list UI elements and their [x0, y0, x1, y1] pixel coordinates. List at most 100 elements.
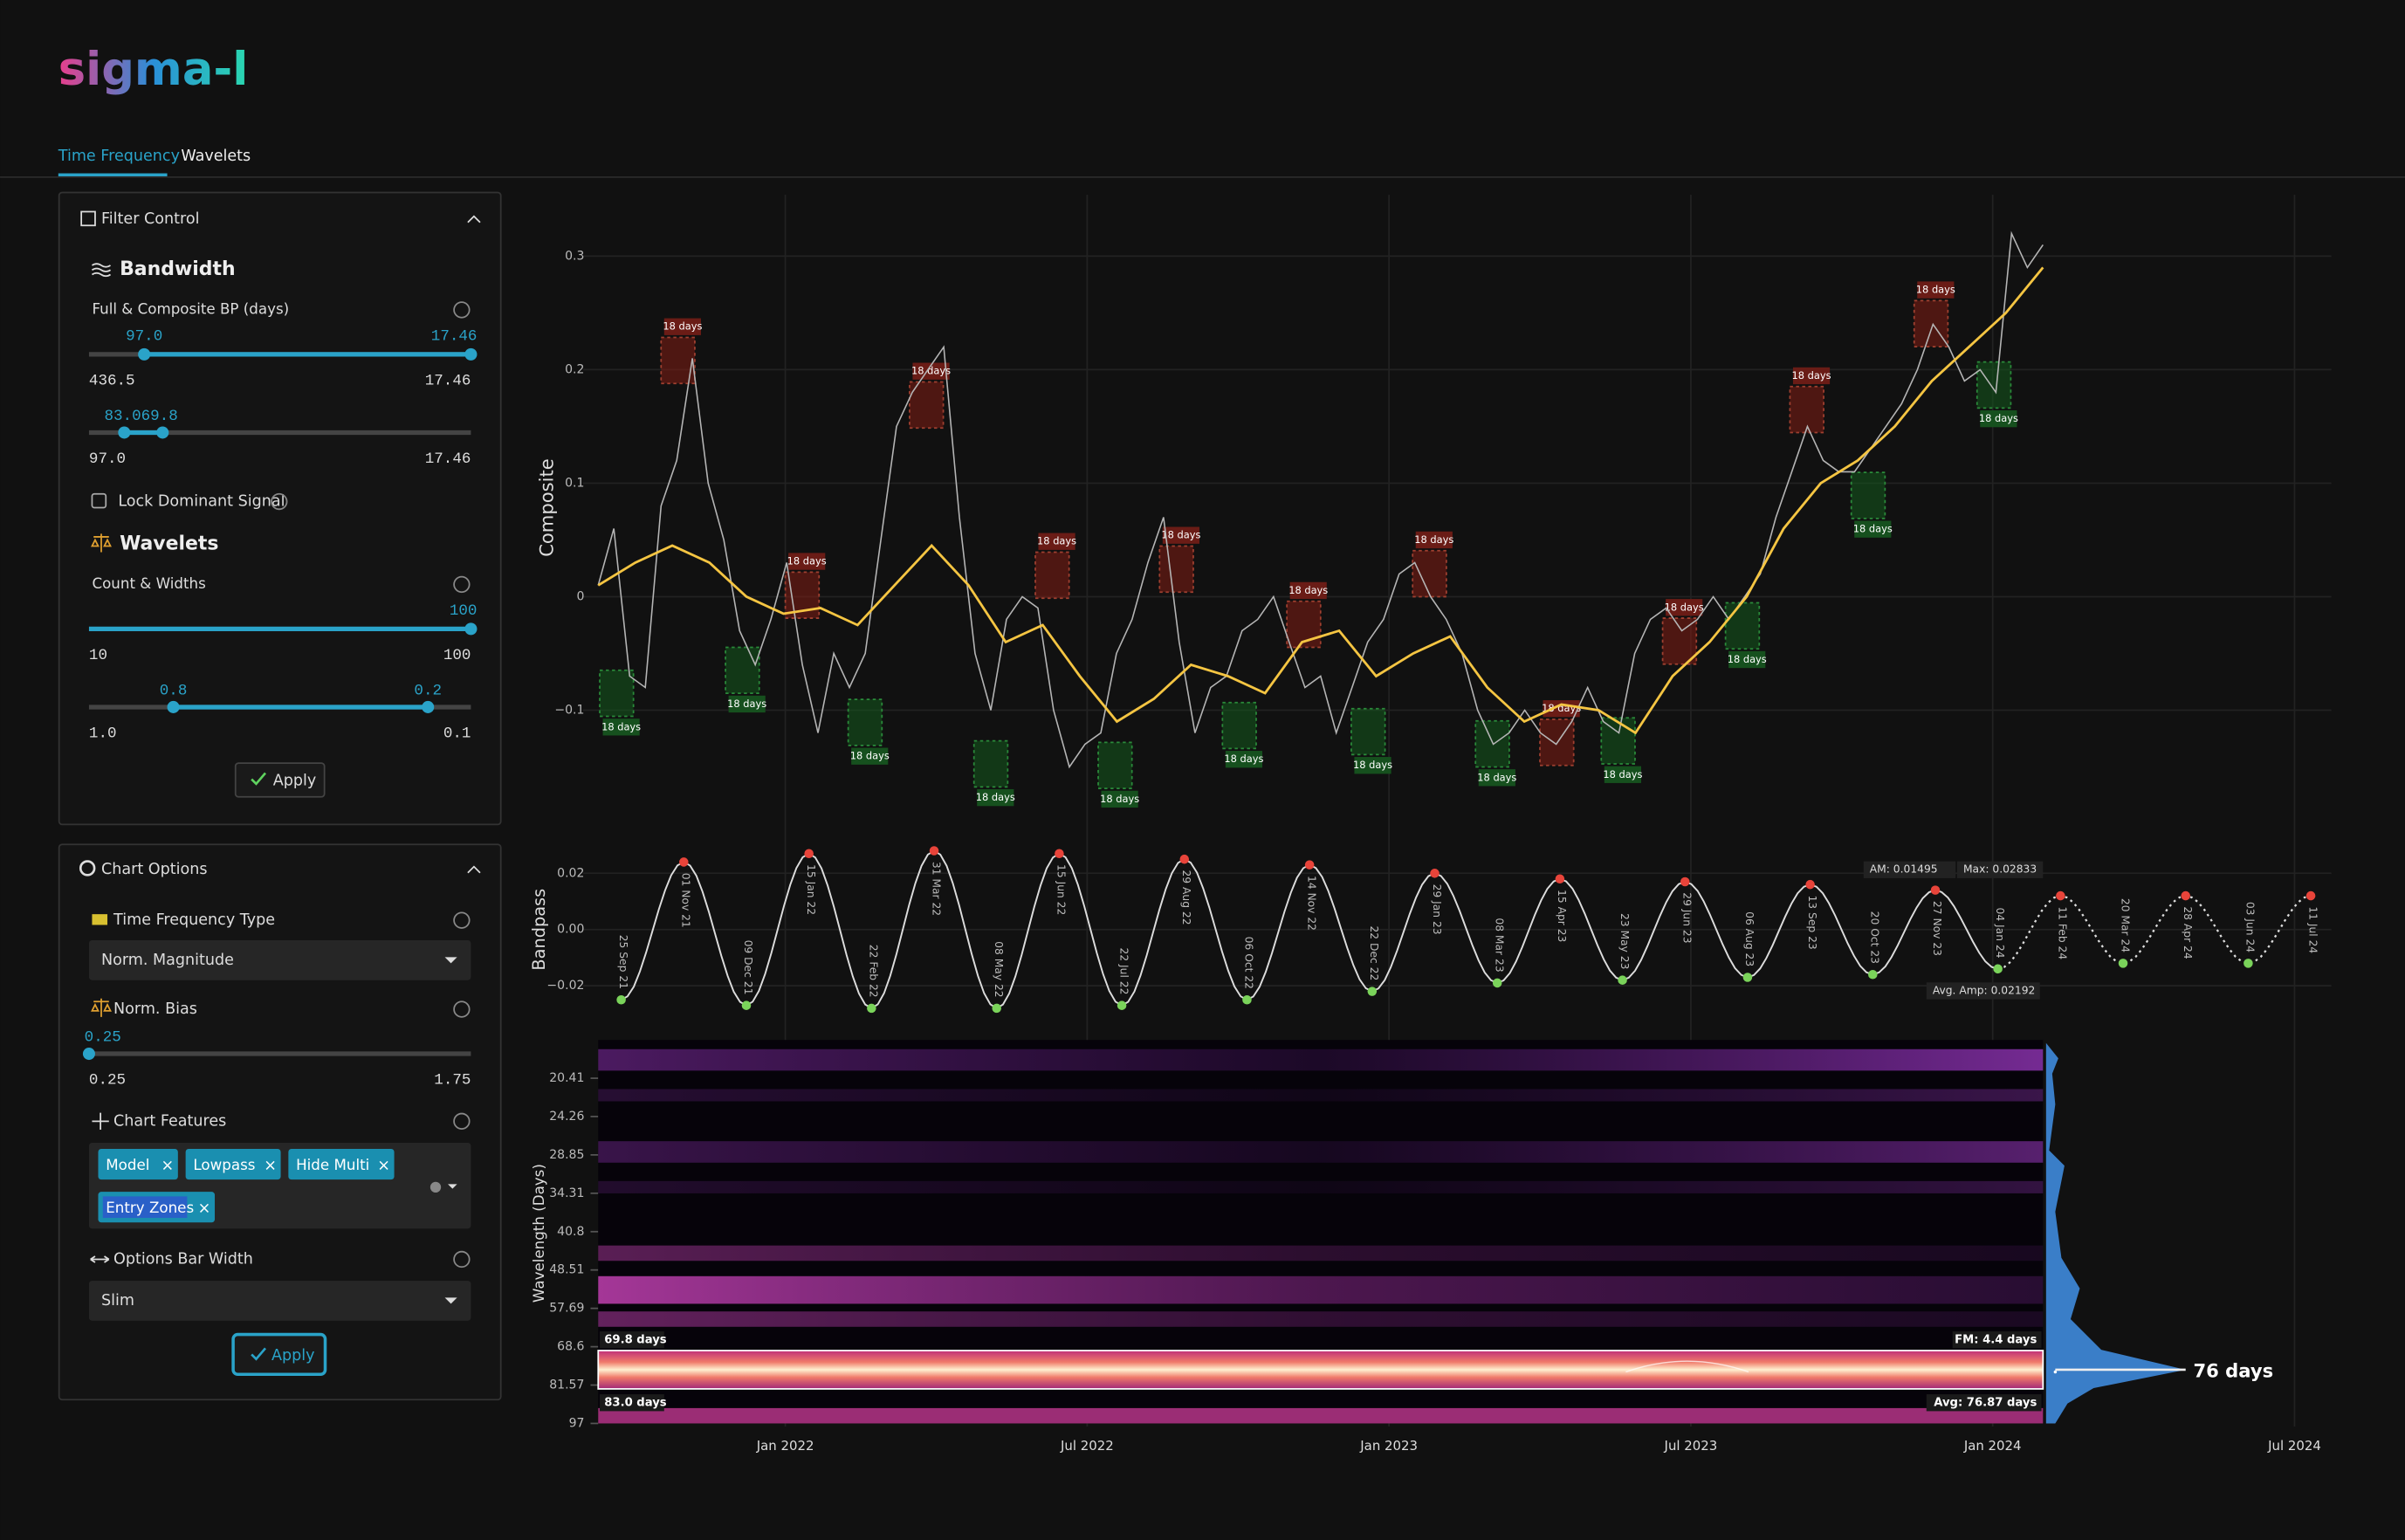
trough-point	[2244, 959, 2253, 968]
label: Options Bar Width	[113, 1250, 253, 1268]
button-label[interactable]: Apply	[271, 1347, 315, 1365]
help-icon[interactable]	[453, 1000, 471, 1018]
date-label: 13 Sep 23	[1806, 895, 1818, 949]
slider-max: 17.46	[425, 450, 471, 468]
slider-handle[interactable]	[118, 426, 131, 439]
select[interactable]	[88, 940, 471, 980]
y-tick-label: 81.57	[549, 1378, 584, 1392]
trough-point	[992, 1003, 1001, 1014]
slider-handle[interactable]	[464, 622, 478, 636]
panel	[58, 843, 502, 1401]
slider-handle[interactable]	[167, 700, 180, 713]
help-icon[interactable]	[453, 1250, 471, 1268]
peak-point	[2305, 890, 2316, 901]
slider-handle[interactable]	[138, 347, 151, 361]
date-label: 04 Jan 24	[1994, 908, 2006, 959]
clear-icon[interactable]	[429, 1181, 442, 1193]
entry-zone	[1158, 545, 1194, 594]
help-icon[interactable]	[453, 911, 471, 929]
y-tick-label: 0	[577, 589, 585, 603]
marker-label: 18 days	[1916, 284, 1955, 296]
chip-remove: ×	[161, 1157, 175, 1174]
help-icon[interactable]	[271, 492, 288, 511]
date-label: 29 Jun 23	[1681, 892, 1694, 943]
checkbox-label[interactable]: Lock Dominant Signal	[118, 493, 285, 511]
trough-point	[1242, 994, 1252, 1005]
y-tick-label: 34.31	[549, 1186, 584, 1200]
select[interactable]	[88, 1281, 471, 1321]
marker-box	[1038, 533, 1075, 550]
button[interactable]	[231, 1332, 327, 1377]
marker-label: 18 days	[1728, 653, 1767, 665]
heatmap-band	[598, 1311, 2044, 1327]
date-label: 29 Aug 22	[1180, 870, 1192, 925]
checkbox[interactable]	[91, 492, 107, 509]
slider-handle[interactable]	[422, 700, 435, 713]
icon	[79, 860, 96, 877]
entry-zone	[1412, 549, 1447, 598]
entry-zone	[1097, 741, 1133, 789]
marker-label: 18 days	[1414, 533, 1453, 546]
date-label: 11 Jul 24	[2306, 906, 2319, 953]
peak-point	[2181, 890, 2190, 901]
select-value[interactable]: Slim	[101, 1292, 134, 1310]
select-value[interactable]: Norm. Magnitude	[101, 952, 234, 969]
slider-handle[interactable]	[464, 347, 478, 361]
check-icon	[251, 772, 266, 786]
marker-label: 18 days	[601, 720, 641, 732]
slider-max: 17.46	[425, 372, 471, 389]
chip[interactable]	[185, 1148, 281, 1180]
entry-zone	[1976, 361, 2012, 409]
heatmap-band	[598, 1048, 2044, 1071]
icon	[92, 914, 108, 925]
slider-handle[interactable]	[82, 1048, 95, 1061]
annotation-box	[1956, 861, 2044, 878]
help-icon[interactable]	[453, 1112, 471, 1131]
band-label-box	[600, 1394, 664, 1412]
slider-max: 0.1	[443, 725, 471, 742]
tab[interactable]: Wavelets	[181, 148, 251, 165]
caret	[444, 957, 457, 964]
slider-handle[interactable]	[156, 426, 169, 439]
lowpass-line	[597, 266, 2044, 735]
date-label: 11 Feb 24	[2057, 906, 2069, 959]
band-label: 83.0 days	[604, 1397, 667, 1410]
date-label: 08 Mar 23	[1493, 918, 1505, 972]
help-icon[interactable]	[453, 575, 471, 594]
date-label: 03 Jun 24	[2244, 902, 2257, 952]
date-label: 15 Jan 22	[805, 864, 817, 915]
marker-box	[1728, 650, 1766, 669]
heatmap-band	[598, 1141, 2044, 1163]
peak-point	[1680, 877, 1690, 887]
entry-zone	[1724, 602, 1761, 650]
label: Full & Composite BP (days)	[92, 300, 289, 317]
panel-title[interactable]: Filter Control	[101, 210, 199, 228]
button[interactable]	[234, 762, 326, 798]
y-tick-label: 28.85	[549, 1148, 584, 1162]
marker-label: 18 days	[1037, 535, 1076, 547]
chevron[interactable]	[467, 215, 481, 223]
panel-title[interactable]: Chart Options	[101, 861, 208, 878]
marker-box	[1101, 790, 1138, 808]
tab[interactable]: Time Frequency	[58, 148, 180, 165]
marker-label: 18 days	[1353, 759, 1392, 771]
y-tick-label: 0.00	[557, 923, 584, 937]
help-icon[interactable]	[453, 301, 471, 319]
date-label: 15 Apr 23	[1556, 890, 1568, 942]
date-label: 06 Aug 23	[1743, 911, 1756, 966]
chip[interactable]	[288, 1148, 395, 1180]
button-label[interactable]: Apply	[273, 772, 317, 789]
chevron[interactable]	[467, 865, 481, 874]
marker-box	[602, 718, 640, 736]
date-label: 22 Jul 22	[1117, 948, 1130, 995]
entry-zone	[972, 739, 1009, 788]
peak-point	[1304, 860, 1315, 870]
x-tick-label: Jan 2023	[1359, 1438, 1418, 1454]
date-label: 27 Nov 23	[1931, 901, 1943, 956]
chip[interactable]	[98, 1148, 178, 1180]
chip-label: Entry Zones	[106, 1200, 194, 1216]
date-label: 22 Feb 22	[868, 945, 880, 998]
slider-min: 0.25	[89, 1072, 126, 1090]
entry-zone	[1850, 471, 1886, 519]
y-tick-label: 97	[569, 1416, 585, 1430]
